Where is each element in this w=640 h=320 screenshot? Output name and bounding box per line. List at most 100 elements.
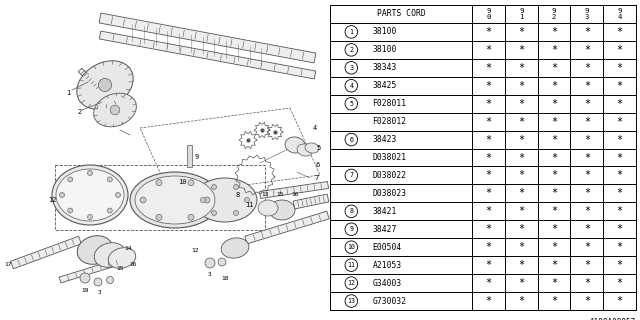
Ellipse shape bbox=[94, 243, 126, 267]
Text: 14: 14 bbox=[124, 245, 132, 251]
Ellipse shape bbox=[56, 169, 124, 221]
Text: *: * bbox=[584, 278, 590, 288]
Circle shape bbox=[88, 171, 93, 175]
Text: *: * bbox=[551, 206, 557, 216]
Ellipse shape bbox=[135, 176, 215, 224]
Text: 5: 5 bbox=[349, 101, 353, 107]
Text: *: * bbox=[584, 63, 590, 73]
Text: *: * bbox=[584, 99, 590, 109]
Text: *: * bbox=[518, 99, 524, 109]
Text: *: * bbox=[518, 63, 524, 73]
Ellipse shape bbox=[285, 137, 305, 153]
Text: *: * bbox=[485, 188, 492, 198]
Text: 15: 15 bbox=[276, 193, 284, 197]
Text: *: * bbox=[616, 27, 623, 37]
Text: 38427: 38427 bbox=[372, 225, 397, 234]
Text: 3: 3 bbox=[349, 65, 353, 71]
Text: *: * bbox=[616, 81, 623, 91]
Text: *: * bbox=[551, 63, 557, 73]
Text: 11: 11 bbox=[245, 202, 253, 208]
Polygon shape bbox=[59, 257, 126, 283]
Text: *: * bbox=[518, 45, 524, 55]
Text: *: * bbox=[616, 171, 623, 180]
Text: 18: 18 bbox=[221, 276, 228, 281]
Bar bbox=[55, 165, 265, 230]
Text: G730032: G730032 bbox=[372, 297, 407, 306]
Text: 5: 5 bbox=[316, 145, 320, 151]
Text: *: * bbox=[584, 134, 590, 145]
Text: *: * bbox=[518, 27, 524, 37]
Text: *: * bbox=[551, 153, 557, 163]
Text: A190A00057: A190A00057 bbox=[589, 318, 636, 320]
Text: *: * bbox=[518, 260, 524, 270]
Text: *: * bbox=[485, 278, 492, 288]
Circle shape bbox=[204, 197, 210, 203]
Text: *: * bbox=[485, 171, 492, 180]
Text: *: * bbox=[551, 116, 557, 127]
Text: *: * bbox=[485, 99, 492, 109]
Circle shape bbox=[218, 258, 226, 266]
Text: 9
4: 9 4 bbox=[618, 8, 622, 20]
Text: *: * bbox=[518, 116, 524, 127]
Bar bbox=[187, 145, 192, 167]
Text: *: * bbox=[551, 296, 557, 306]
Text: 8: 8 bbox=[236, 192, 240, 198]
Circle shape bbox=[244, 197, 250, 203]
Text: *: * bbox=[551, 27, 557, 37]
Text: F028011: F028011 bbox=[372, 99, 407, 108]
Text: A21053: A21053 bbox=[372, 261, 402, 270]
Text: *: * bbox=[616, 63, 623, 73]
Text: *: * bbox=[485, 224, 492, 234]
Text: *: * bbox=[518, 242, 524, 252]
Text: 9
2: 9 2 bbox=[552, 8, 556, 20]
Ellipse shape bbox=[305, 143, 319, 153]
Text: *: * bbox=[485, 242, 492, 252]
Text: 6: 6 bbox=[349, 137, 353, 142]
Circle shape bbox=[211, 211, 216, 215]
Text: *: * bbox=[616, 134, 623, 145]
Text: 15: 15 bbox=[116, 266, 124, 270]
Text: *: * bbox=[485, 206, 492, 216]
Circle shape bbox=[234, 185, 239, 189]
Text: 38100: 38100 bbox=[372, 28, 397, 36]
Text: *: * bbox=[616, 260, 623, 270]
Circle shape bbox=[110, 105, 120, 115]
Text: *: * bbox=[584, 153, 590, 163]
Text: 7: 7 bbox=[349, 172, 353, 179]
Text: PARTS CORD: PARTS CORD bbox=[377, 10, 426, 19]
Text: 1: 1 bbox=[349, 29, 353, 35]
Circle shape bbox=[115, 193, 120, 197]
Ellipse shape bbox=[77, 236, 113, 264]
Text: D038023: D038023 bbox=[372, 189, 407, 198]
Text: *: * bbox=[518, 206, 524, 216]
Text: *: * bbox=[518, 278, 524, 288]
Ellipse shape bbox=[269, 200, 295, 220]
Text: 38343: 38343 bbox=[372, 63, 397, 72]
Circle shape bbox=[108, 177, 112, 182]
Text: 11: 11 bbox=[348, 262, 355, 268]
Circle shape bbox=[60, 193, 65, 197]
Text: *: * bbox=[551, 171, 557, 180]
Text: 2: 2 bbox=[349, 47, 353, 53]
Text: *: * bbox=[616, 188, 623, 198]
Text: *: * bbox=[518, 171, 524, 180]
Ellipse shape bbox=[93, 93, 136, 127]
Text: *: * bbox=[551, 224, 557, 234]
Text: *: * bbox=[584, 242, 590, 252]
Circle shape bbox=[234, 211, 239, 215]
Text: *: * bbox=[616, 116, 623, 127]
Text: 4: 4 bbox=[313, 125, 317, 131]
Circle shape bbox=[94, 278, 102, 286]
Text: *: * bbox=[584, 116, 590, 127]
Circle shape bbox=[80, 273, 90, 283]
Polygon shape bbox=[78, 68, 102, 92]
Text: *: * bbox=[584, 27, 590, 37]
Circle shape bbox=[68, 177, 73, 182]
Circle shape bbox=[99, 78, 111, 92]
Circle shape bbox=[156, 180, 162, 186]
Text: *: * bbox=[518, 81, 524, 91]
Text: *: * bbox=[551, 260, 557, 270]
Circle shape bbox=[68, 208, 73, 213]
Text: *: * bbox=[485, 81, 492, 91]
Text: 16: 16 bbox=[291, 193, 299, 197]
